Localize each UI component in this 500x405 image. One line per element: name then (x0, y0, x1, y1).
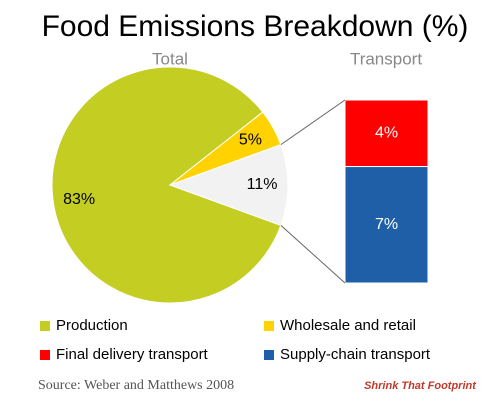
legend-marker (40, 321, 50, 331)
pie-slice (51, 66, 282, 304)
bar-segment (344, 166, 429, 284)
logo: Shrink That Footprint (364, 380, 477, 392)
connector (280, 99, 346, 146)
bar-label: 4% (375, 124, 398, 141)
slice-label: 5% (239, 131, 262, 148)
bar-label: 7% (375, 216, 398, 233)
legend-marker (264, 350, 274, 360)
bar-segment (344, 99, 429, 168)
legend-marker (40, 350, 50, 360)
slice-label: 11% (247, 176, 278, 193)
legend-label: Wholesale and retail (280, 317, 416, 334)
legend-label: Final delivery transport (56, 346, 209, 363)
legend-label: Production (56, 317, 128, 334)
connector (280, 224, 346, 284)
slice-label: 83% (63, 191, 95, 208)
bar-label: Transport (350, 49, 422, 68)
legend-marker (264, 321, 274, 331)
chart-title: Food Emissions Breakdown (%) (42, 10, 469, 43)
pie-label: Total (152, 49, 188, 68)
legend-label: Supply-chain transport (280, 346, 431, 363)
pie-slice (168, 144, 289, 226)
source: Source: Weber and Matthews 2008 (38, 378, 234, 393)
